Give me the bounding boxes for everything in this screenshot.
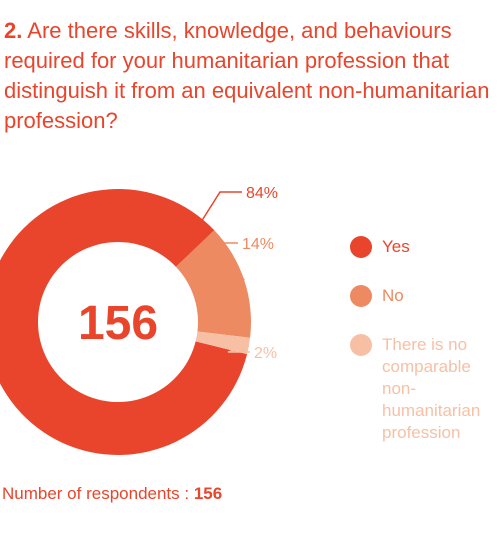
legend-swatch <box>350 236 372 258</box>
leader-line <box>197 191 242 227</box>
data-label: 2% <box>254 345 277 362</box>
title-number: 2. <box>4 18 23 43</box>
legend-item: There is no comparable non-humanitarian … <box>350 334 495 444</box>
chart-title-block: 2. Are there skills, knowledge, and beha… <box>4 16 492 136</box>
chart-title: Are there skills, knowledge, and behavio… <box>4 18 490 133</box>
legend-item: Yes <box>350 236 495 258</box>
legend-swatch <box>350 285 372 307</box>
data-label: 84% <box>246 185 278 202</box>
data-label: 14% <box>242 236 274 253</box>
footer: Number of respondents : 156 <box>2 484 222 504</box>
donut-slice <box>175 230 251 338</box>
center-total: 156 <box>78 297 158 350</box>
legend-label: There is no comparable non-humanitarian … <box>382 335 481 442</box>
legend-label: No <box>382 286 404 305</box>
legend-item: No <box>350 285 495 307</box>
leader-line <box>227 345 250 353</box>
donut-slice <box>0 189 248 455</box>
footer-total: 156 <box>193 484 223 503</box>
donut-slice <box>195 331 251 355</box>
legend-swatch <box>350 334 372 356</box>
legend-label: Yes <box>382 237 410 256</box>
leader-line <box>214 242 245 281</box>
footer-label: Number of respondents : <box>2 484 190 503</box>
